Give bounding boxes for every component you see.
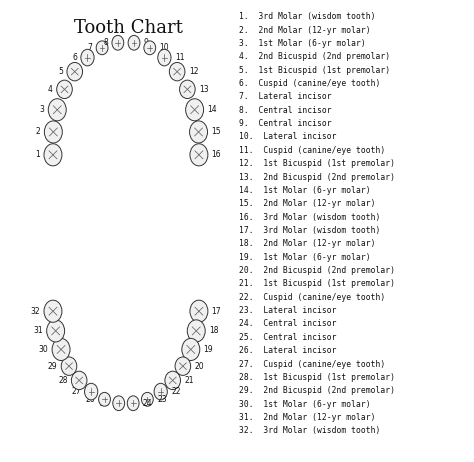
- Ellipse shape: [84, 383, 98, 400]
- Ellipse shape: [165, 371, 181, 389]
- Ellipse shape: [190, 144, 208, 166]
- Text: 9.  Central incisor: 9. Central incisor: [239, 119, 332, 128]
- Text: 14.  1st Molar (6-yr molar): 14. 1st Molar (6-yr molar): [239, 186, 371, 195]
- Text: 7: 7: [88, 43, 92, 52]
- Text: 16: 16: [212, 150, 221, 159]
- Text: 21: 21: [184, 376, 194, 385]
- Text: 29: 29: [48, 362, 57, 371]
- Ellipse shape: [190, 121, 208, 143]
- Ellipse shape: [44, 144, 62, 166]
- Text: 10: 10: [159, 43, 169, 52]
- Text: 3: 3: [40, 105, 45, 114]
- Ellipse shape: [99, 392, 110, 406]
- Text: 28.  1st Bicuspid (1st premolar): 28. 1st Bicuspid (1st premolar): [239, 373, 395, 382]
- Text: 30.  1st Molar (6-yr molar): 30. 1st Molar (6-yr molar): [239, 400, 371, 408]
- Ellipse shape: [141, 392, 153, 406]
- Ellipse shape: [190, 300, 208, 322]
- Text: 11.  Cuspid (canine/eye tooth): 11. Cuspid (canine/eye tooth): [239, 146, 386, 155]
- Text: 14: 14: [208, 105, 217, 114]
- Text: 15: 15: [211, 128, 221, 136]
- Ellipse shape: [187, 320, 205, 342]
- Ellipse shape: [45, 121, 62, 143]
- Text: Tooth Chart: Tooth Chart: [74, 19, 183, 37]
- Text: 23.  Lateral incisor: 23. Lateral incisor: [239, 306, 337, 315]
- Ellipse shape: [112, 36, 124, 50]
- Text: 32.  3rd Molar (wisdom tooth): 32. 3rd Molar (wisdom tooth): [239, 426, 381, 435]
- Ellipse shape: [154, 383, 167, 400]
- Ellipse shape: [158, 49, 171, 66]
- Text: 19: 19: [203, 345, 213, 354]
- Text: 25: 25: [100, 399, 109, 408]
- Text: 28: 28: [58, 376, 68, 385]
- Text: 26.  Lateral incisor: 26. Lateral incisor: [239, 346, 337, 355]
- Ellipse shape: [186, 99, 204, 121]
- Ellipse shape: [44, 300, 62, 322]
- Text: 4: 4: [48, 85, 53, 94]
- Text: 4.  2nd Bicuspid (2nd premolar): 4. 2nd Bicuspid (2nd premolar): [239, 52, 391, 61]
- Text: 6: 6: [72, 53, 77, 62]
- Ellipse shape: [61, 357, 77, 376]
- Text: 23: 23: [157, 395, 167, 404]
- Text: 24: 24: [143, 399, 153, 408]
- Text: 2: 2: [36, 128, 41, 136]
- Text: 1.  3rd Molar (wisdom tooth): 1. 3rd Molar (wisdom tooth): [239, 12, 376, 21]
- Text: 27: 27: [71, 387, 81, 396]
- Text: 8: 8: [103, 38, 108, 47]
- Text: 18: 18: [209, 326, 219, 335]
- Text: 24.  Central incisor: 24. Central incisor: [239, 319, 337, 328]
- Text: 20.  2nd Bicuspid (2nd premolar): 20. 2nd Bicuspid (2nd premolar): [239, 266, 395, 275]
- Ellipse shape: [96, 41, 108, 55]
- Ellipse shape: [175, 357, 191, 376]
- Ellipse shape: [81, 49, 94, 66]
- Text: 3.  1st Molar (6-yr molar): 3. 1st Molar (6-yr molar): [239, 39, 366, 48]
- Text: 13.  2nd Bicuspid (2nd premolar): 13. 2nd Bicuspid (2nd premolar): [239, 172, 395, 182]
- Ellipse shape: [180, 80, 195, 98]
- Ellipse shape: [113, 396, 125, 411]
- Text: 10.  Lateral incisor: 10. Lateral incisor: [239, 133, 337, 141]
- Text: 17.  3rd Molar (wisdom tooth): 17. 3rd Molar (wisdom tooth): [239, 226, 381, 235]
- Text: 25.  Central incisor: 25. Central incisor: [239, 333, 337, 342]
- Text: 31.  2nd Molar (12-yr molar): 31. 2nd Molar (12-yr molar): [239, 413, 376, 422]
- Text: 7.  Lateral incisor: 7. Lateral incisor: [239, 92, 332, 101]
- Ellipse shape: [128, 36, 140, 50]
- Ellipse shape: [57, 80, 73, 98]
- Ellipse shape: [182, 338, 200, 360]
- Text: 15.  2nd Molar (12-yr molar): 15. 2nd Molar (12-yr molar): [239, 199, 376, 208]
- Text: 5: 5: [58, 67, 63, 76]
- Ellipse shape: [46, 320, 64, 342]
- Text: 12.  1st Bicuspid (1st premolar): 12. 1st Bicuspid (1st premolar): [239, 159, 395, 168]
- Text: 26: 26: [85, 395, 95, 404]
- Text: 16.  3rd Molar (wisdom tooth): 16. 3rd Molar (wisdom tooth): [239, 213, 381, 222]
- Text: 18.  2nd Molar (12-yr molar): 18. 2nd Molar (12-yr molar): [239, 239, 376, 248]
- Text: 21.  1st Bicuspid (1st premolar): 21. 1st Bicuspid (1st premolar): [239, 280, 395, 288]
- Text: 5.  1st Bicuspid (1st premolar): 5. 1st Bicuspid (1st premolar): [239, 66, 391, 75]
- Ellipse shape: [127, 396, 139, 411]
- Text: 32: 32: [31, 307, 40, 316]
- Text: 13: 13: [199, 85, 209, 94]
- Text: 29.  2nd Bicuspid (2nd premolar): 29. 2nd Bicuspid (2nd premolar): [239, 386, 395, 395]
- Text: 30: 30: [38, 345, 48, 354]
- Text: 6.  Cuspid (canine/eye tooth): 6. Cuspid (canine/eye tooth): [239, 79, 381, 88]
- Text: 19.  1st Molar (6-yr molar): 19. 1st Molar (6-yr molar): [239, 253, 371, 261]
- Text: 22: 22: [171, 387, 181, 396]
- Ellipse shape: [52, 338, 70, 360]
- Ellipse shape: [72, 371, 87, 389]
- Text: 9: 9: [144, 38, 148, 47]
- Text: 22.  Cuspid (canine/eye tooth): 22. Cuspid (canine/eye tooth): [239, 293, 386, 302]
- Ellipse shape: [144, 41, 155, 55]
- Ellipse shape: [48, 99, 66, 121]
- Text: 11: 11: [175, 53, 184, 62]
- Text: 17: 17: [212, 307, 221, 316]
- Text: 20: 20: [194, 362, 204, 371]
- Text: 1: 1: [36, 150, 40, 159]
- Text: 8.  Central incisor: 8. Central incisor: [239, 106, 332, 115]
- Text: 12: 12: [189, 67, 198, 76]
- Text: 27.  Cuspid (canine/eye tooth): 27. Cuspid (canine/eye tooth): [239, 359, 386, 369]
- Ellipse shape: [169, 62, 185, 81]
- Text: 31: 31: [33, 326, 43, 335]
- Ellipse shape: [67, 62, 82, 81]
- Text: 2.  2nd Molar (12-yr molar): 2. 2nd Molar (12-yr molar): [239, 25, 371, 35]
